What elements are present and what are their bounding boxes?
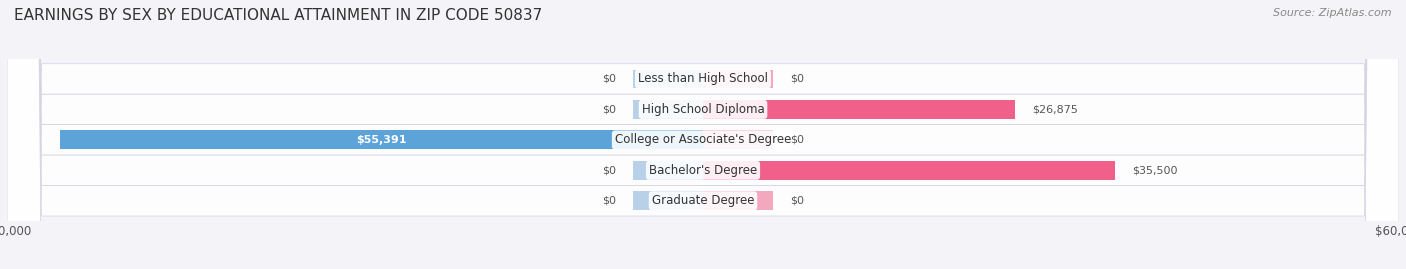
FancyBboxPatch shape xyxy=(7,0,1399,269)
Text: $35,500: $35,500 xyxy=(1132,165,1178,175)
Text: $0: $0 xyxy=(602,104,616,114)
Bar xyxy=(633,191,703,210)
Text: $0: $0 xyxy=(790,196,804,206)
Text: Source: ZipAtlas.com: Source: ZipAtlas.com xyxy=(1274,8,1392,18)
Bar xyxy=(633,69,703,89)
Text: High School Diploma: High School Diploma xyxy=(641,103,765,116)
FancyBboxPatch shape xyxy=(7,0,1399,269)
Text: Less than High School: Less than High School xyxy=(638,72,768,86)
Bar xyxy=(703,69,773,89)
Text: Graduate Degree: Graduate Degree xyxy=(652,194,754,207)
Text: $0: $0 xyxy=(790,74,804,84)
Text: College or Associate's Degree: College or Associate's Degree xyxy=(614,133,792,146)
Bar xyxy=(703,100,1015,119)
Bar xyxy=(633,161,703,180)
Bar xyxy=(703,161,1115,180)
FancyBboxPatch shape xyxy=(7,0,1399,269)
FancyBboxPatch shape xyxy=(7,0,1399,269)
Bar xyxy=(60,130,703,149)
Text: $0: $0 xyxy=(790,135,804,145)
Text: $0: $0 xyxy=(602,165,616,175)
Text: EARNINGS BY SEX BY EDUCATIONAL ATTAINMENT IN ZIP CODE 50837: EARNINGS BY SEX BY EDUCATIONAL ATTAINMEN… xyxy=(14,8,543,23)
Text: Bachelor's Degree: Bachelor's Degree xyxy=(650,164,756,177)
Text: $26,875: $26,875 xyxy=(1032,104,1078,114)
Bar xyxy=(633,100,703,119)
FancyBboxPatch shape xyxy=(7,0,1399,269)
Text: $0: $0 xyxy=(602,74,616,84)
Text: $0: $0 xyxy=(602,196,616,206)
Bar xyxy=(703,191,773,210)
Bar xyxy=(703,130,773,149)
Text: $55,391: $55,391 xyxy=(357,135,406,145)
